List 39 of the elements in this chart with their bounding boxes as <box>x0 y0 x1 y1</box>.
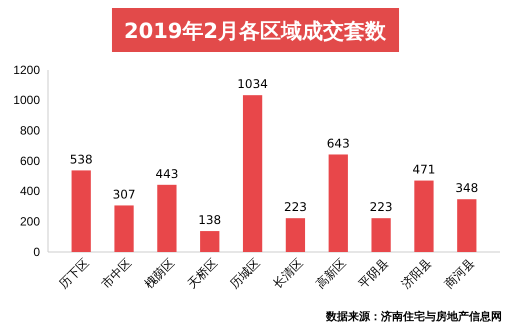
bar <box>371 218 391 252</box>
bar <box>200 231 220 252</box>
x-tick-label: 历下区 <box>56 256 92 292</box>
data-label: 443 <box>155 166 178 181</box>
bar <box>328 154 348 252</box>
data-label: 223 <box>370 200 393 214</box>
data-label: 223 <box>284 200 307 214</box>
bar <box>457 199 476 252</box>
x-tick-label: 天桥区 <box>184 256 220 292</box>
data-label: 307 <box>112 187 136 202</box>
bar <box>157 184 177 252</box>
x-tick-label: 商河县 <box>442 256 477 292</box>
data-label: 1034 <box>237 77 268 92</box>
data-label: 538 <box>70 152 93 166</box>
x-tick-label: 市中区 <box>98 256 134 292</box>
data-label: 643 <box>326 136 350 150</box>
data-label: 138 <box>198 213 222 228</box>
bar <box>72 170 91 252</box>
y-tick-label: 800 <box>20 124 40 138</box>
x-tick-label: 高新区 <box>313 256 348 292</box>
bar <box>414 180 434 252</box>
data-label: 348 <box>455 181 478 196</box>
bar <box>242 95 262 252</box>
x-tick-label: 长清区 <box>270 256 306 292</box>
y-tick-label: 200 <box>20 214 40 229</box>
y-tick-label: 0 <box>33 244 40 259</box>
bar <box>114 205 134 252</box>
chart-title: 2019年2月各区域成交套数 <box>124 19 388 43</box>
y-tick-label: 600 <box>20 154 40 168</box>
y-tick-label: 400 <box>20 184 40 198</box>
x-tick-label: 历城区 <box>227 256 263 292</box>
y-tick-label: 1000 <box>13 93 40 108</box>
y-tick-label: 1200 <box>13 62 40 77</box>
data-label: 471 <box>412 162 436 177</box>
x-tick-label: 济阳县 <box>398 256 434 292</box>
bar <box>286 218 306 252</box>
x-tick-label: 平阴县 <box>356 256 392 292</box>
source-note: 数据来源：济南住宅与房地产信息网 <box>325 310 502 323</box>
x-tick-label: 槐荫区 <box>142 256 178 292</box>
